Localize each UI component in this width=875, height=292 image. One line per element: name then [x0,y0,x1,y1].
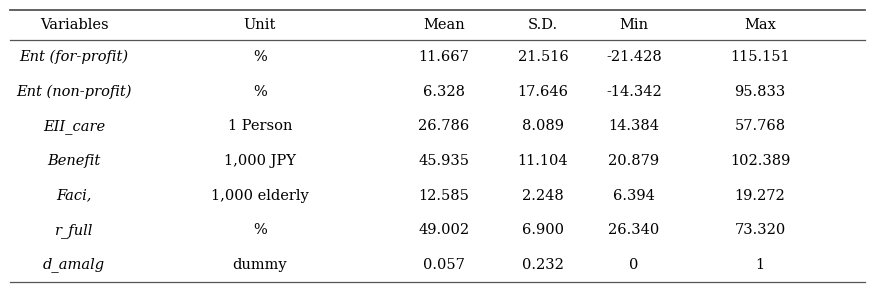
Text: 6.328: 6.328 [423,85,465,99]
Text: Unit: Unit [244,18,276,32]
Text: EII_care: EII_care [43,119,105,134]
Text: 19.272: 19.272 [735,189,786,203]
Text: Max: Max [744,18,776,32]
Text: 14.384: 14.384 [608,119,660,133]
Text: 11.667: 11.667 [418,50,470,64]
Text: 73.320: 73.320 [734,223,786,237]
Text: %: % [253,85,267,99]
Text: -21.428: -21.428 [606,50,662,64]
Text: Benefit: Benefit [47,154,101,168]
Text: Min: Min [620,18,648,32]
Text: r_full: r_full [55,223,94,238]
Text: 6.900: 6.900 [522,223,564,237]
Text: 1,000 JPY: 1,000 JPY [224,154,296,168]
Text: 57.768: 57.768 [734,119,786,133]
Text: 11.104: 11.104 [518,154,569,168]
Text: 45.935: 45.935 [418,154,470,168]
Text: Variables: Variables [39,18,108,32]
Text: 12.585: 12.585 [418,189,470,203]
Text: 0.057: 0.057 [424,258,465,272]
Text: 1: 1 [755,258,765,272]
Text: 1 Person: 1 Person [228,119,292,133]
Text: 115.151: 115.151 [730,50,790,64]
Text: 0: 0 [629,258,639,272]
Text: Mean: Mean [424,18,465,32]
Text: 0.232: 0.232 [522,258,564,272]
Text: -14.342: -14.342 [606,85,662,99]
Text: 20.879: 20.879 [608,154,660,168]
Text: Faci,: Faci, [56,189,92,203]
Text: 8.089: 8.089 [522,119,564,133]
Text: S.D.: S.D. [528,18,558,32]
Text: 26.340: 26.340 [608,223,660,237]
Text: 17.646: 17.646 [517,85,569,99]
Text: 26.786: 26.786 [418,119,470,133]
Text: Ent (non-profit): Ent (non-profit) [17,85,132,99]
Text: 6.394: 6.394 [613,189,654,203]
Text: 1,000 elderly: 1,000 elderly [211,189,309,203]
Text: dummy: dummy [233,258,287,272]
Text: %: % [253,223,267,237]
Text: Ent (for-profit): Ent (for-profit) [19,50,129,65]
Text: d_amalg: d_amalg [43,257,105,272]
Text: 49.002: 49.002 [418,223,470,237]
Text: 21.516: 21.516 [518,50,569,64]
Text: 95.833: 95.833 [734,85,786,99]
Text: %: % [253,50,267,64]
Text: 2.248: 2.248 [522,189,564,203]
Text: 102.389: 102.389 [730,154,790,168]
